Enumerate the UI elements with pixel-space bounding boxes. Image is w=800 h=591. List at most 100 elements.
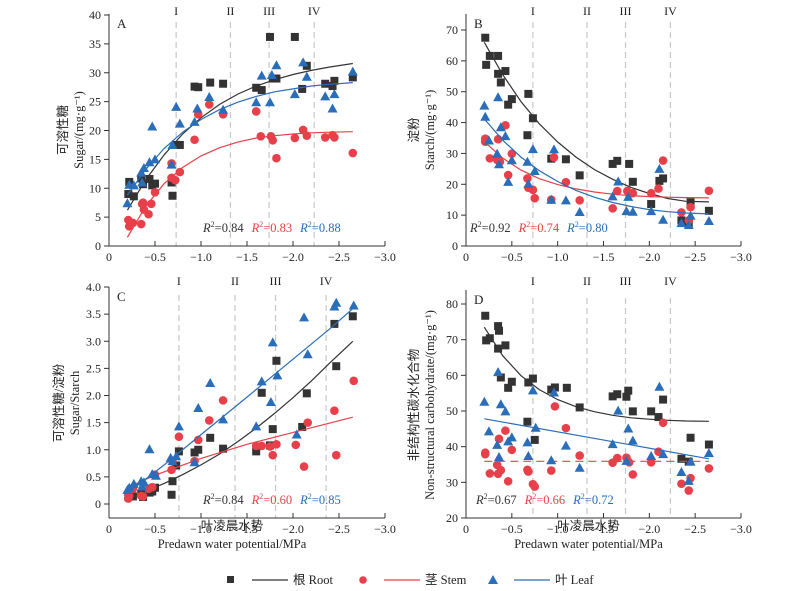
r2-symbol: R (202, 493, 211, 507)
r2-superscript: 2 (526, 220, 530, 229)
data-point-root (290, 32, 299, 41)
data-point-leaf (167, 139, 178, 149)
data-point-leaf (658, 214, 669, 224)
fit-line-leaf (484, 418, 710, 460)
r2-superscript: 2 (575, 220, 579, 229)
series-root (124, 312, 357, 501)
y-axis-label-cn: 可溶性糖/淀粉 (51, 363, 66, 442)
data-point-stem (257, 441, 267, 451)
data-point-leaf (658, 449, 669, 459)
y-tick-label: 40 (89, 8, 101, 22)
data-point-leaf (136, 167, 147, 177)
data-point-root (481, 311, 490, 320)
data-point-root (504, 383, 513, 392)
data-point-leaf (265, 397, 276, 407)
data-point-leaf (495, 122, 506, 132)
data-point-root (608, 392, 617, 401)
r2-superscript: 2 (478, 220, 482, 229)
data-point-leaf (289, 89, 300, 99)
data-point-leaf (607, 439, 618, 449)
data-point-root (482, 60, 491, 69)
data-point-root (252, 83, 261, 92)
x-axis-label-en: Predawn water potential/MPa (158, 537, 307, 551)
y-tick-label: 4.0 (86, 280, 101, 294)
data-point-stem (190, 135, 199, 145)
r2-value-leaf: =0.72 (585, 493, 614, 507)
data-point-leaf (627, 206, 638, 216)
data-point-root (501, 341, 510, 350)
r2-value-stem: =0.66 (536, 493, 565, 507)
data-point-root (647, 407, 656, 416)
y-tick-label: 40 (446, 440, 458, 454)
data-point-stem (503, 476, 513, 486)
data-point-stem (175, 167, 185, 177)
data-point-stem (268, 136, 278, 145)
legend-label: 根 Root (293, 573, 333, 587)
x-tick-label: −1.0 (547, 250, 569, 264)
x-tick-label: −0.5 (501, 522, 523, 536)
data-point-leaf (500, 131, 511, 141)
data-point-leaf (320, 91, 331, 101)
r2-symbol: R (572, 493, 581, 507)
data-point-leaf (171, 451, 182, 461)
data-point-root (129, 192, 138, 201)
legend-label: 茎 Stem (425, 573, 467, 587)
x-tick-label: −1.0 (547, 522, 569, 536)
data-point-leaf (331, 297, 342, 307)
data-point-leaf (299, 312, 310, 322)
data-point-root (686, 198, 695, 207)
data-point-root (321, 79, 330, 88)
data-point-leaf (495, 399, 506, 409)
stage-label: II (231, 274, 239, 288)
series-root (124, 32, 357, 211)
data-point-stem (575, 451, 584, 460)
x-tick-label: −3.0 (730, 522, 752, 536)
data-point-stem (349, 376, 359, 386)
data-point-leaf (138, 477, 149, 487)
x-axis-label-en: Predawn water potential/MPa (514, 537, 663, 551)
data-point-leaf (613, 176, 624, 186)
data-point-leaf (560, 440, 571, 450)
y-tick-label: 50 (446, 85, 458, 99)
r2-value-leaf: =0.80 (579, 221, 608, 235)
x-tick-label: −2.5 (328, 522, 350, 536)
data-point-leaf (546, 455, 557, 465)
data-point-stem (524, 467, 533, 476)
data-point-leaf (174, 118, 185, 128)
y-tick-label: 5 (95, 210, 101, 224)
data-point-leaf (546, 194, 557, 204)
data-point-leaf (676, 218, 687, 228)
y-tick-label: 80 (446, 297, 458, 311)
data-point-leaf (607, 191, 618, 201)
r2-symbol: R (202, 221, 211, 235)
data-point-leaf (492, 439, 503, 449)
r2-superscript: 2 (259, 220, 263, 229)
data-point-root (575, 403, 584, 412)
data-point-stem (546, 466, 556, 475)
y-axis-label-cn: 可溶性糖 (55, 105, 70, 156)
data-point-root (298, 422, 307, 431)
r2-value-root: =0.92 (482, 221, 511, 235)
stage-label: IV (664, 4, 677, 18)
y-tick-label: 1.5 (86, 416, 101, 430)
r2-symbol: R (251, 493, 260, 507)
data-point-root (494, 69, 503, 78)
data-point-leaf (189, 457, 200, 467)
x-tick-label: −2.0 (282, 522, 304, 536)
data-point-root (562, 383, 571, 392)
fit-line-root (126, 62, 353, 211)
data-point-root (194, 83, 203, 92)
data-point-leaf (298, 57, 309, 67)
data-point-leaf (623, 191, 634, 201)
data-point-stem (608, 204, 617, 213)
x-axis-label-cn: 叶凌晨水势 (201, 518, 264, 533)
data-point-leaf (493, 92, 504, 102)
data-point-leaf (266, 70, 277, 80)
data-point-stem (204, 416, 214, 425)
y-tick-label: 30 (89, 66, 101, 80)
data-point-stem (686, 202, 695, 212)
data-point-stem (704, 464, 714, 473)
x-tick-label: 0 (106, 522, 112, 536)
data-point-root (302, 389, 311, 398)
data-point-root (654, 413, 663, 422)
